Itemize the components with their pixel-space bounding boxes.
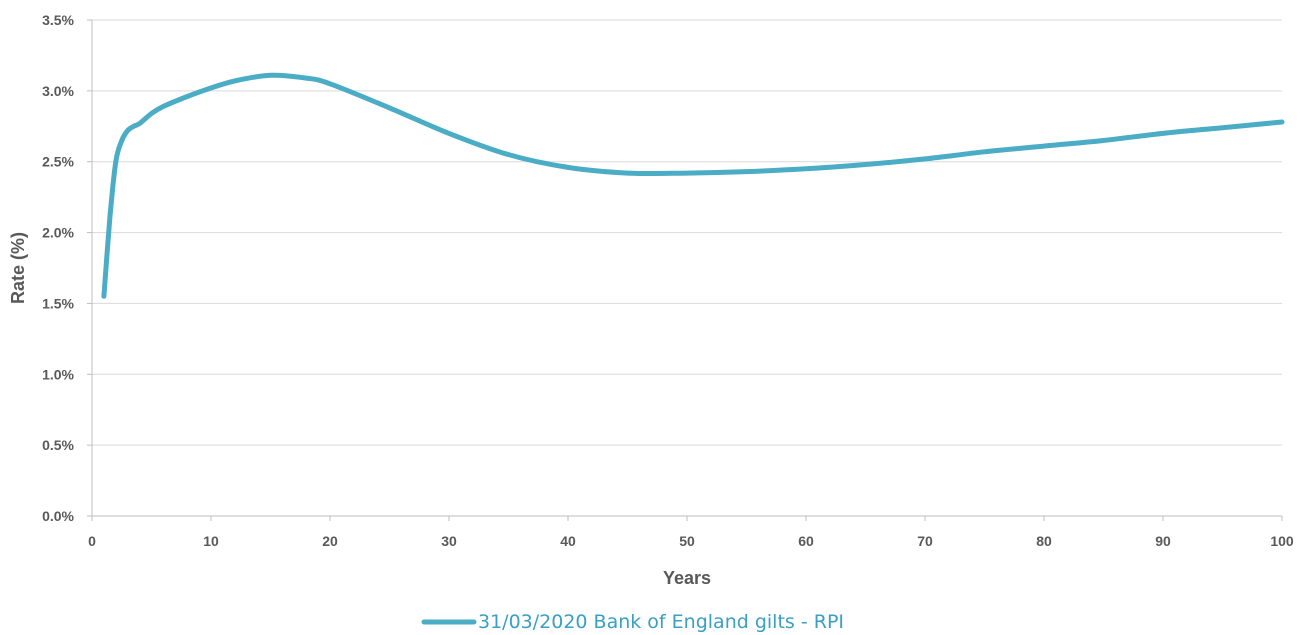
- y-tick-label: 3.5%: [42, 12, 74, 28]
- axes: [87, 19, 1283, 521]
- x-tick-label: 90: [1155, 533, 1171, 549]
- x-tick-label: 20: [322, 533, 338, 549]
- y-axis-title: Rate (%): [8, 232, 28, 304]
- y-axis-tick-labels: 0.0% 0.5% 1.0% 1.5% 2.0% 2.5% 3.0% 3.5%: [42, 12, 74, 524]
- x-tick-label: 50: [679, 533, 695, 549]
- y-tick-label: 0.0%: [42, 508, 74, 524]
- x-tick-label: 70: [917, 533, 933, 549]
- y-tick-label: 2.0%: [42, 225, 74, 241]
- x-tick-label: 40: [560, 533, 576, 549]
- y-tick-label: 0.5%: [42, 437, 74, 453]
- x-tick-label: 10: [203, 533, 219, 549]
- x-tick-label: 0: [88, 533, 96, 549]
- y-tick-label: 1.0%: [42, 366, 74, 382]
- y-tick-label: 1.5%: [42, 295, 74, 311]
- legend: 31/03/2020 Bank of England gilts - RPI: [421, 611, 844, 633]
- x-tick-label: 80: [1036, 533, 1052, 549]
- y-tick-label: 3.0%: [42, 83, 74, 99]
- x-tick-label: 100: [1270, 533, 1294, 549]
- legend-label: 31/03/2020 Bank of England gilts - RPI: [478, 611, 844, 633]
- y-tick-label: 2.5%: [42, 154, 74, 170]
- x-tick-label: 30: [441, 533, 457, 549]
- x-axis-tick-labels: 0 10 20 30 40 50 60 70 80 90 100: [88, 533, 1294, 549]
- series-line: [101, 72, 1285, 299]
- gridlines: [92, 19, 1282, 446]
- x-tick-label: 60: [798, 533, 814, 549]
- x-axis-title: Years: [663, 568, 711, 588]
- plot-area: [101, 72, 1285, 299]
